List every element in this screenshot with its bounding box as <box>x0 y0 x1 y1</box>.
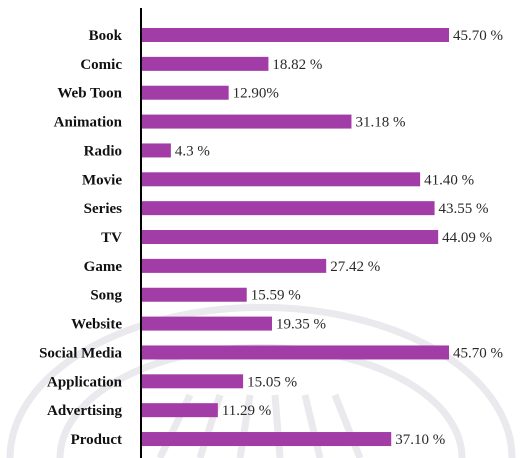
bar-social-media <box>142 345 449 360</box>
value-label-series: 43.55 % <box>439 201 489 217</box>
category-label-animation: Animation <box>54 115 123 131</box>
bar-comic <box>142 56 269 71</box>
category-label-series: Series <box>84 201 122 217</box>
value-label-game: 27.42 % <box>330 259 380 275</box>
bar-radio <box>142 143 171 158</box>
value-label-social-media: 45.70 % <box>453 345 503 361</box>
bar-animation <box>142 114 352 129</box>
bar-product <box>142 432 392 447</box>
category-label-application: Application <box>47 374 123 390</box>
value-label-tv: 44.09 % <box>442 230 492 246</box>
category-label-product: Product <box>71 432 122 448</box>
category-label-social-media: Social Media <box>39 345 122 361</box>
value-label-application: 15.05 % <box>247 374 297 390</box>
value-label-product: 37.10 % <box>395 432 445 448</box>
value-label-website: 19.35 % <box>276 317 326 333</box>
category-label-book: Book <box>89 28 123 44</box>
category-label-advertising: Advertising <box>47 403 123 419</box>
bars-layer: Book 45.70 % Comic 18.82 % Web Toon 12.90% Ani… <box>39 28 503 448</box>
bar-book <box>142 28 449 42</box>
category-label-song: Song <box>90 288 122 304</box>
category-label-game: Game <box>84 259 123 275</box>
bar-song <box>142 287 247 302</box>
bar-application <box>142 374 244 389</box>
category-label-website: Website <box>71 317 122 333</box>
value-label-radio: 4.3 % <box>175 143 210 159</box>
bar-website <box>142 316 272 331</box>
value-label-book: 45.70 % <box>453 28 503 44</box>
background-watermark <box>6 303 516 458</box>
bar-tv <box>142 230 439 245</box>
value-label-song: 15.59 % <box>251 288 301 304</box>
category-label-movie: Movie <box>82 172 122 188</box>
bar-game <box>142 258 327 273</box>
category-label-tv: TV <box>101 230 122 246</box>
category-label-radio: Radio <box>84 143 122 159</box>
bar-advertising <box>142 403 218 418</box>
category-label-comic: Comic <box>80 57 122 73</box>
value-label-animation: 31.18 % <box>355 115 405 131</box>
bar-web-toon <box>142 85 229 100</box>
value-label-advertising: 11.29 % <box>222 403 271 419</box>
category-label-web-toon: Web Toon <box>57 86 122 102</box>
value-label-comic: 18.82 % <box>272 57 322 73</box>
value-label-movie: 41.40 % <box>424 172 474 188</box>
value-label-web-toon: 12.90% <box>233 86 279 102</box>
bar-movie <box>142 172 421 187</box>
bar-series <box>142 201 435 216</box>
